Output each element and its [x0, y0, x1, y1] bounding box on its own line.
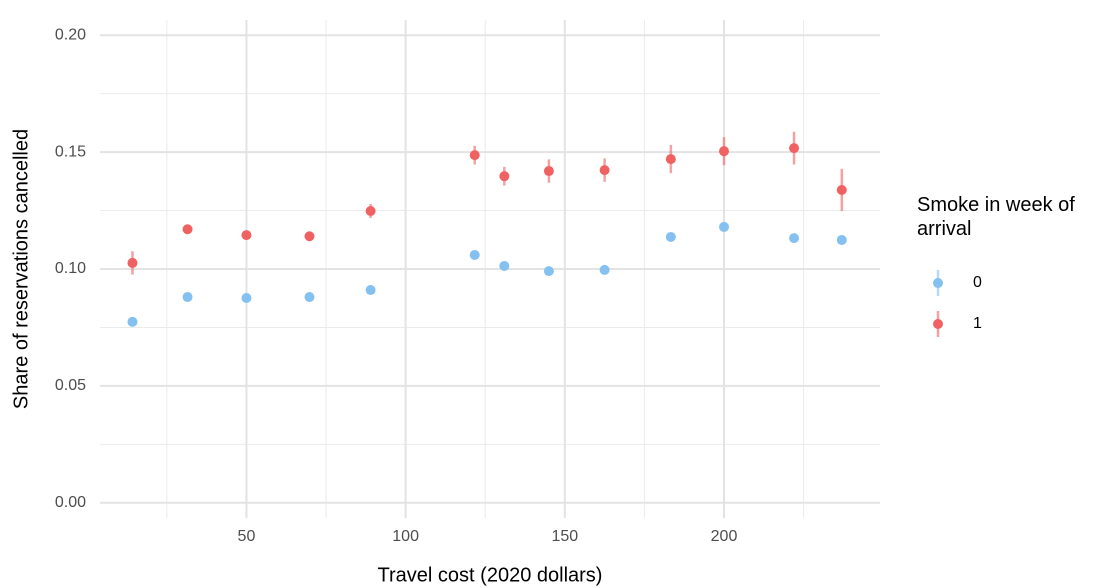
point — [836, 235, 847, 246]
point — [499, 171, 510, 182]
y-axis-title: Share of reservations cancelled — [10, 129, 32, 409]
point — [304, 231, 315, 242]
point — [719, 146, 729, 157]
point — [365, 285, 376, 296]
point — [789, 233, 800, 244]
legend-title: Smoke in week of arrival — [917, 194, 1075, 240]
legend-label: 0 — [973, 274, 982, 291]
point — [304, 292, 315, 303]
legend-key-point — [933, 319, 943, 329]
point — [241, 292, 252, 303]
point — [719, 221, 729, 232]
x-tick-label: 50 — [238, 528, 256, 545]
y-tick-label: 0.10 — [55, 260, 86, 277]
point — [665, 231, 676, 242]
point — [543, 166, 554, 177]
point — [127, 316, 138, 327]
y-tick-label: 0.05 — [55, 377, 86, 394]
point — [127, 257, 138, 268]
point — [836, 184, 847, 195]
point — [365, 206, 376, 217]
x-tick-label: 200 — [711, 528, 738, 545]
point — [599, 165, 610, 176]
point — [469, 150, 480, 161]
y-tick-label: 0.00 — [55, 494, 86, 511]
x-tick-label: 100 — [392, 528, 419, 545]
point — [182, 224, 193, 235]
y-tick-label: 0.20 — [55, 26, 86, 43]
y-tick-label: 0.15 — [55, 143, 86, 160]
legend-key-point — [933, 278, 943, 288]
x-axis-title: Travel cost (2020 dollars) — [378, 564, 603, 586]
point — [665, 154, 676, 165]
point — [499, 260, 510, 271]
point — [789, 143, 800, 154]
point — [241, 230, 252, 241]
legend-label: 1 — [973, 315, 982, 332]
x-tick-label: 150 — [551, 528, 578, 545]
point — [599, 264, 610, 275]
point — [543, 266, 554, 277]
point — [469, 249, 480, 260]
point — [182, 292, 193, 303]
